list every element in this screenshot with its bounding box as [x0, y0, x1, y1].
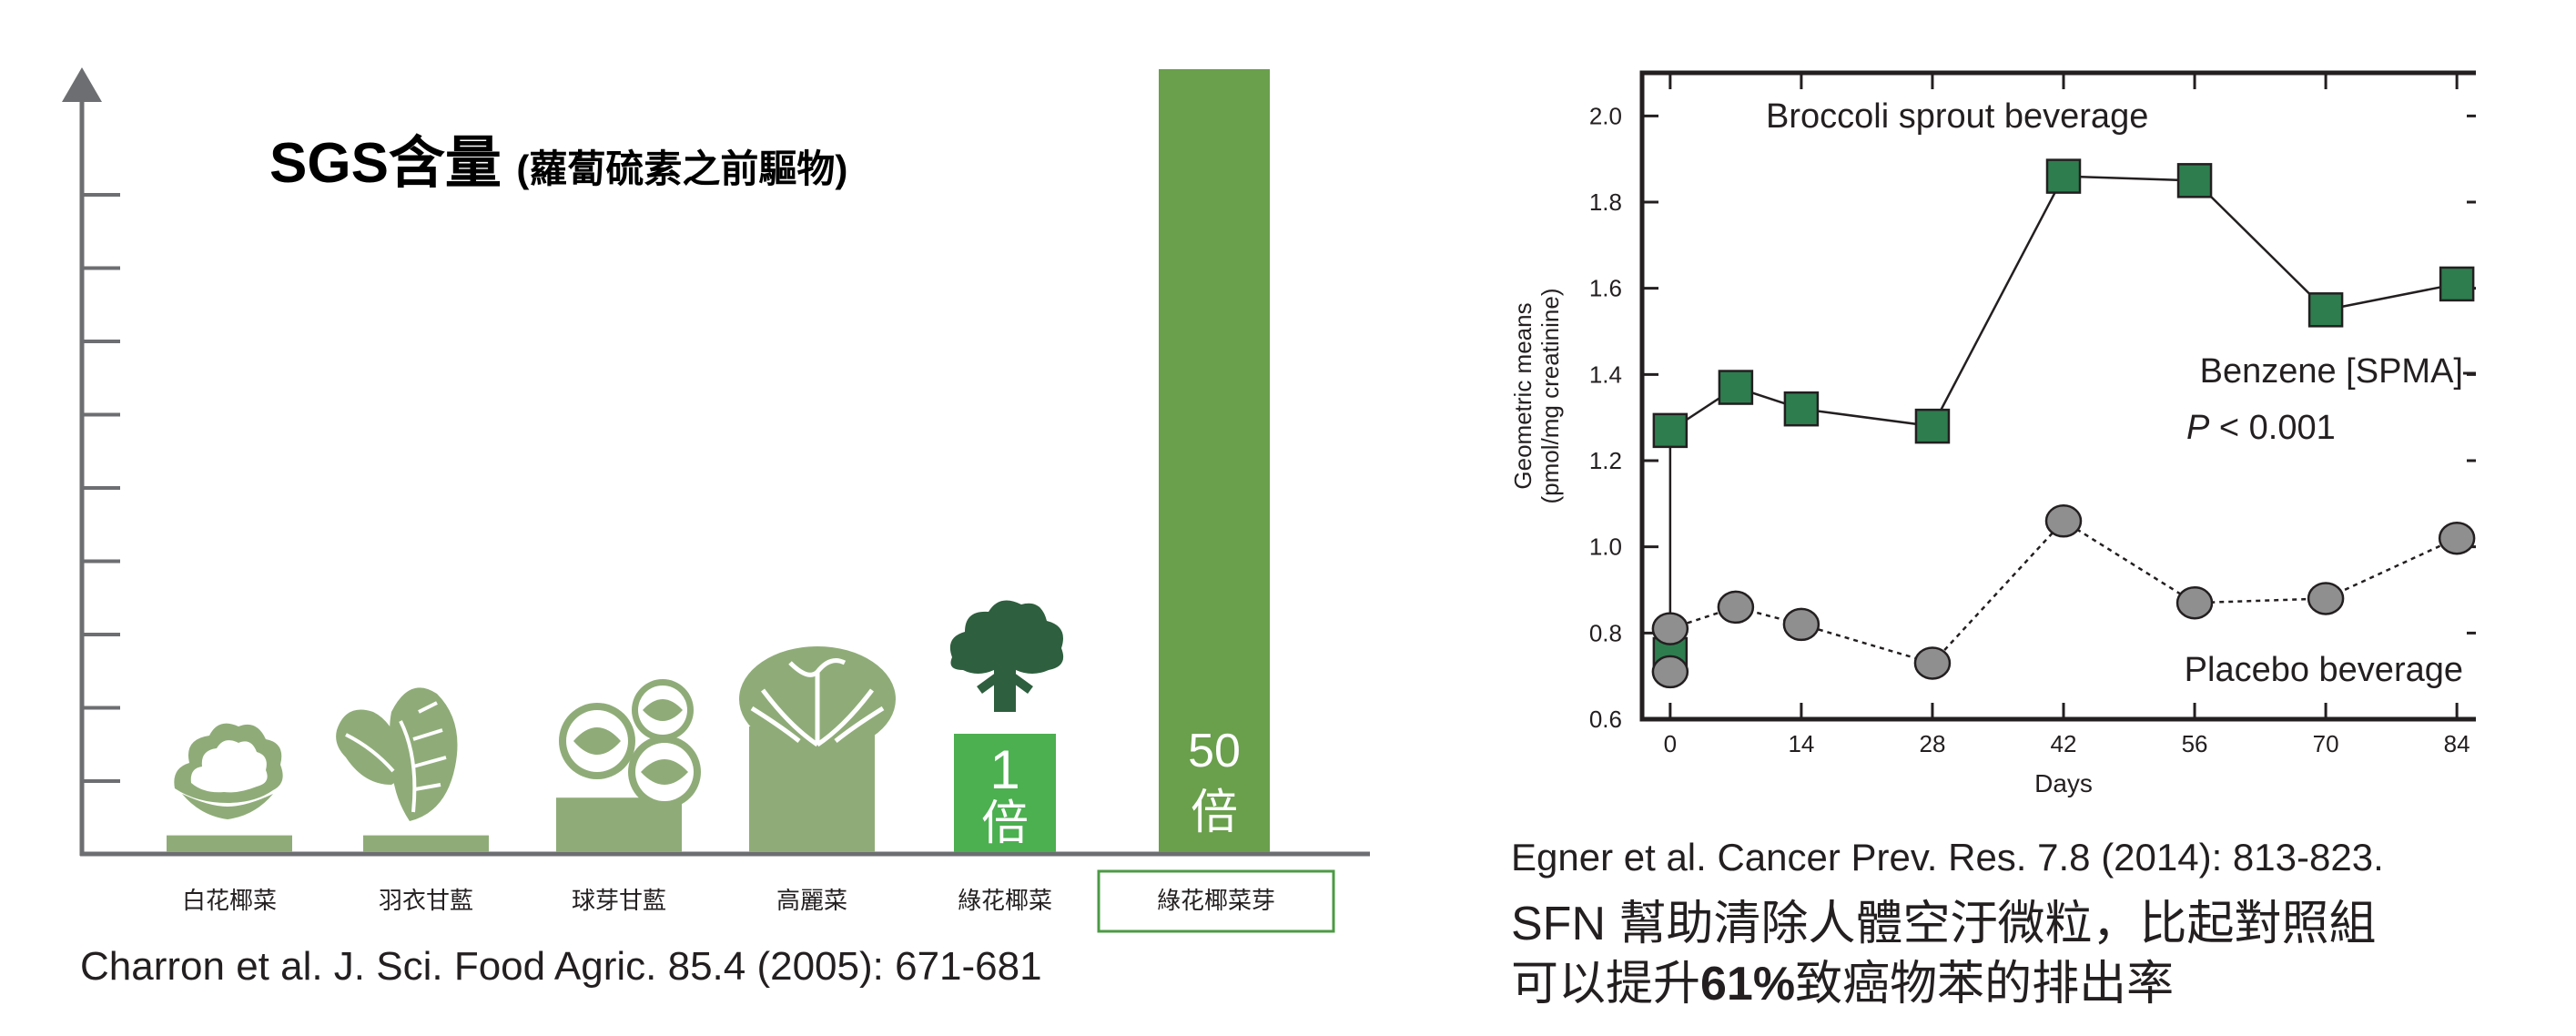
- y-tick-label: 0.6: [1589, 706, 1622, 733]
- broccoli-point: [1718, 370, 1754, 405]
- bar-1: [167, 835, 292, 852]
- annotation-benzene: Benzene [SPMA]: [2200, 352, 2463, 391]
- left-citation: Charron et al. J. Sci. Food Agric. 85.4 …: [80, 944, 1042, 989]
- chart-title: SGS含量 (蘿蔔硫素之前驅物): [269, 132, 847, 195]
- placebo-point: [1651, 612, 1689, 645]
- brussels-sprouts-icon: [559, 679, 701, 808]
- highlight-category-box: [1097, 869, 1335, 933]
- right-citation: Egner et al. Cancer Prev. Res. 7.8 (2014…: [1511, 836, 2384, 879]
- placebo-point: [1913, 646, 1952, 680]
- y-tick-label: 1.4: [1589, 361, 1622, 388]
- placebo-point: [1651, 655, 1689, 689]
- category-label: 球芽甘藍: [572, 887, 666, 914]
- benzene-line-chart: 0.6 0.8 1.0 1.2 1.4 1.6 1.8 2.0 0 14 28 42 56 70 84 Day…: [1509, 70, 2476, 797]
- y-axis-label-2: (pmol/mg creatinine): [1536, 289, 1564, 504]
- chart-inner-title: Broccoli sprout beverage: [1766, 97, 2148, 136]
- right-summary-line2: 可以提升61%致癌物苯的排出率: [1511, 945, 2174, 1013]
- x-tick-label: 70: [2313, 730, 2339, 757]
- x-tick-label: 42: [2051, 730, 2077, 757]
- broccoli-point: [1652, 412, 1689, 449]
- broccoli-point: [2176, 163, 2213, 198]
- x-tick-label: 56: [2182, 730, 2208, 757]
- summary-text-a: 可以提升: [1511, 958, 1701, 1011]
- summary-text-c: 致癌物苯的排出率: [1795, 958, 2175, 1011]
- category-label: 白花椰菜: [182, 887, 277, 914]
- broccoli-point: [2307, 292, 2344, 328]
- category-label: 高麗菜: [776, 887, 847, 914]
- bar-2: [363, 835, 489, 852]
- bar-unit-label: 倍: [981, 797, 1029, 850]
- y-axis-label-1: Geometric means: [1509, 302, 1536, 489]
- placebo-point: [1717, 590, 1755, 625]
- bar-6: [1159, 69, 1270, 852]
- broccoli-point: [2439, 266, 2475, 302]
- y-tick-label: 2.0: [1589, 102, 1622, 129]
- category-labels-group: 白花椰菜 羽衣甘藍 球芽甘藍 高麗菜 綠花椰菜 綠花椰菜芽: [182, 887, 1275, 914]
- broccoli-point: [2045, 158, 2082, 194]
- broccoli-point: [1783, 391, 1820, 427]
- cauliflower-icon: [174, 723, 283, 819]
- y-tick-label: 1.0: [1589, 533, 1622, 561]
- kale-icon: [336, 687, 458, 821]
- x-tick-label: 84: [2444, 730, 2470, 757]
- category-label: 羽衣甘藍: [379, 887, 473, 914]
- x-axis-label: Days: [2034, 769, 2093, 797]
- y-tick-label: 1.8: [1589, 188, 1622, 216]
- placebo-point: [2307, 582, 2345, 615]
- placebo-point: [2175, 585, 2214, 620]
- bar-unit-label: 倍: [1191, 787, 1238, 839]
- x-tick-label: 0: [1664, 730, 1677, 757]
- y-tick-label: 1.2: [1589, 447, 1622, 474]
- broccoli-icon: [949, 600, 1064, 712]
- x-tick-label: 14: [1788, 730, 1814, 757]
- placebo-point: [2438, 521, 2476, 555]
- category-label: 綠花椰菜: [958, 887, 1052, 914]
- y-axis-ticks: [82, 193, 120, 783]
- bar-value-label: 50: [1188, 725, 1241, 777]
- placebo-label: Placebo beverage: [2185, 651, 2463, 689]
- x-tick-label: 28: [1919, 730, 1945, 757]
- placebo-point: [2044, 504, 2083, 538]
- y-tick-label: 1.6: [1589, 275, 1622, 302]
- y-axis-arrow: [62, 67, 102, 102]
- placebo-point: [1782, 607, 1820, 642]
- right-summary-line1: SFN 幫助清除人體空汙微粒，比起對照組: [1511, 898, 2377, 950]
- y-tick-label: 0.8: [1589, 619, 1622, 646]
- summary-highlight-percent: 61%: [1700, 958, 1796, 1011]
- bar-5: [954, 734, 1056, 852]
- annotation-pvalue: P < 0.001: [2186, 409, 2336, 447]
- placebo-line: [1669, 519, 2458, 665]
- bars-group: [167, 69, 1270, 852]
- cabbage-icon: [739, 646, 896, 752]
- broccoli-point: [1914, 408, 1951, 444]
- chart-title-main: SGS含量: [269, 132, 502, 195]
- chart-title-sub: (蘿蔔硫素之前驅物): [516, 147, 847, 190]
- category-label: 綠花椰菜芽: [1157, 887, 1275, 914]
- bar-value-label: 1: [989, 739, 1019, 800]
